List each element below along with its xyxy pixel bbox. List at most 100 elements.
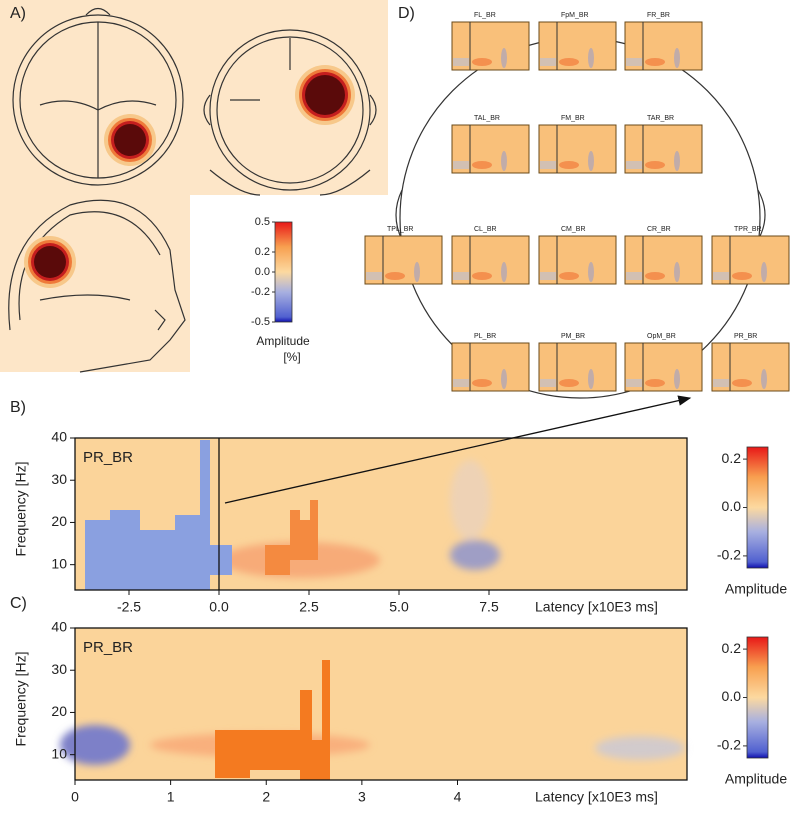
colorbar — [746, 636, 769, 759]
plot-frame — [74, 627, 688, 781]
electrode-blob — [559, 58, 579, 66]
electrode-pre — [626, 58, 642, 66]
heatmap-b — [75, 438, 687, 590]
panel-label: D) — [398, 5, 415, 22]
colorbar-tick-label: -0.2 — [717, 547, 741, 563]
electrode-blob — [674, 48, 680, 68]
electrode-label: TAR_BR — [647, 115, 674, 122]
electrode-blob — [559, 272, 579, 280]
electrode-blob — [501, 262, 507, 282]
x-tick-label: 2 — [262, 789, 270, 805]
electrode: CM_BR — [538, 226, 617, 285]
x-axis-label: Latency [x10E3 ms] — [535, 789, 658, 805]
electrode-blob — [501, 369, 507, 389]
plot-frame — [74, 437, 688, 591]
y-axis-label: Frequency [Hz] — [13, 462, 29, 557]
x-tick-label: 0.0 — [209, 599, 229, 615]
electrode-pre — [626, 161, 642, 169]
y-tick-label: 10 — [51, 745, 67, 761]
electrode-label: TPR_BR — [734, 226, 762, 233]
link-arrow — [224, 395, 692, 504]
electrode: FpM_BR — [538, 12, 617, 71]
electrode: TPR_BR — [711, 226, 790, 285]
y-tick-label: 20 — [51, 513, 67, 529]
electrode-pre — [540, 58, 556, 66]
x-tick-label: 3 — [358, 789, 366, 805]
electrode-label: TPL_BR — [387, 226, 413, 233]
electrode-blob — [645, 161, 665, 169]
colorbar-tick-label: 0.0 — [722, 498, 742, 514]
electrode-blob — [559, 379, 579, 387]
electrode-blob — [588, 262, 594, 282]
electrode-pre — [453, 379, 469, 387]
x-tick-label: 5.0 — [389, 599, 409, 615]
electrode-blob — [472, 272, 492, 280]
colorbar-a — [274, 221, 293, 323]
colorbar-tick-label: 0.2 — [722, 450, 742, 466]
electrode-blob — [732, 272, 752, 280]
electrode-pre — [453, 58, 469, 66]
electrode-blob — [501, 48, 507, 68]
electrode-label: FL_BR — [474, 12, 496, 19]
electrode-label: TAL_BR — [474, 115, 500, 122]
y-tick-label: 10 — [51, 555, 67, 571]
electrode-blob — [385, 272, 405, 280]
electrode: CL_BR — [451, 226, 530, 285]
electrode: PM_BR — [538, 333, 617, 392]
electrode-blob — [732, 379, 752, 387]
y-axis-label: Frequency [Hz] — [13, 652, 29, 747]
electrode-blob — [674, 262, 680, 282]
electrode: TPL_BR — [364, 226, 443, 285]
electrode-blob — [472, 161, 492, 169]
colorbar-tick-label: 0.5 — [255, 216, 270, 228]
y-tick-label: 20 — [51, 703, 67, 719]
electrode-blob — [761, 262, 767, 282]
electrode-pre — [626, 272, 642, 280]
heatmap-c — [60, 628, 687, 780]
electrode-label: FM_BR — [561, 115, 585, 122]
electrode: TAL_BR — [451, 115, 530, 174]
electrode-blob — [472, 379, 492, 387]
electrode-blob — [588, 369, 594, 389]
x-tick-label: 1 — [167, 789, 175, 805]
electrode-blob — [588, 151, 594, 171]
electrode: FM_BR — [538, 115, 617, 174]
colorbar-tick-label: -0.2 — [717, 737, 741, 753]
electrode-blob — [414, 262, 420, 282]
electrode-label: FpM_BR — [561, 12, 589, 19]
electrode: FL_BR — [451, 12, 530, 71]
electrode-pre — [540, 161, 556, 169]
panel-label: C) — [10, 595, 27, 612]
electrode-blob — [674, 151, 680, 171]
series-label: PR_BR — [83, 639, 133, 656]
electrode: PR_BR — [711, 333, 790, 392]
electrode-blob — [674, 369, 680, 389]
electrode-label: CL_BR — [474, 226, 497, 233]
electrode-label: PR_BR — [734, 333, 757, 340]
colorbar — [746, 446, 769, 569]
colorbar-title: Amplitude — [256, 334, 310, 348]
electrode-blob — [645, 379, 665, 387]
colorbar-tick-label: 0.0 — [255, 266, 270, 278]
electrode-blob — [501, 151, 507, 171]
electrode-label: CR_BR — [647, 226, 671, 233]
colorbar-tick-label: 0.2 — [722, 640, 742, 656]
electrode-pre — [453, 161, 469, 169]
panel-d-head — [395, 24, 766, 399]
electrode-label: PL_BR — [474, 333, 496, 340]
colorbar-unit: [%] — [283, 350, 300, 364]
electrode-label: FR_BR — [647, 12, 670, 19]
colorbar-tick-label: 0.0 — [722, 688, 742, 704]
electrode: PL_BR — [451, 333, 530, 392]
y-tick-label: 30 — [51, 661, 67, 677]
electrode-blob — [588, 48, 594, 68]
electrode-blob — [472, 58, 492, 66]
colorbar-tick-label: -0.2 — [251, 286, 270, 298]
x-tick-label: 2.5 — [299, 599, 319, 615]
y-tick-label: 30 — [51, 471, 67, 487]
electrode-blob — [645, 272, 665, 280]
electrode: FR_BR — [624, 12, 703, 71]
x-tick-label: 0 — [71, 789, 79, 805]
y-tick-label: 40 — [51, 619, 67, 635]
panel-label: A) — [10, 5, 26, 22]
